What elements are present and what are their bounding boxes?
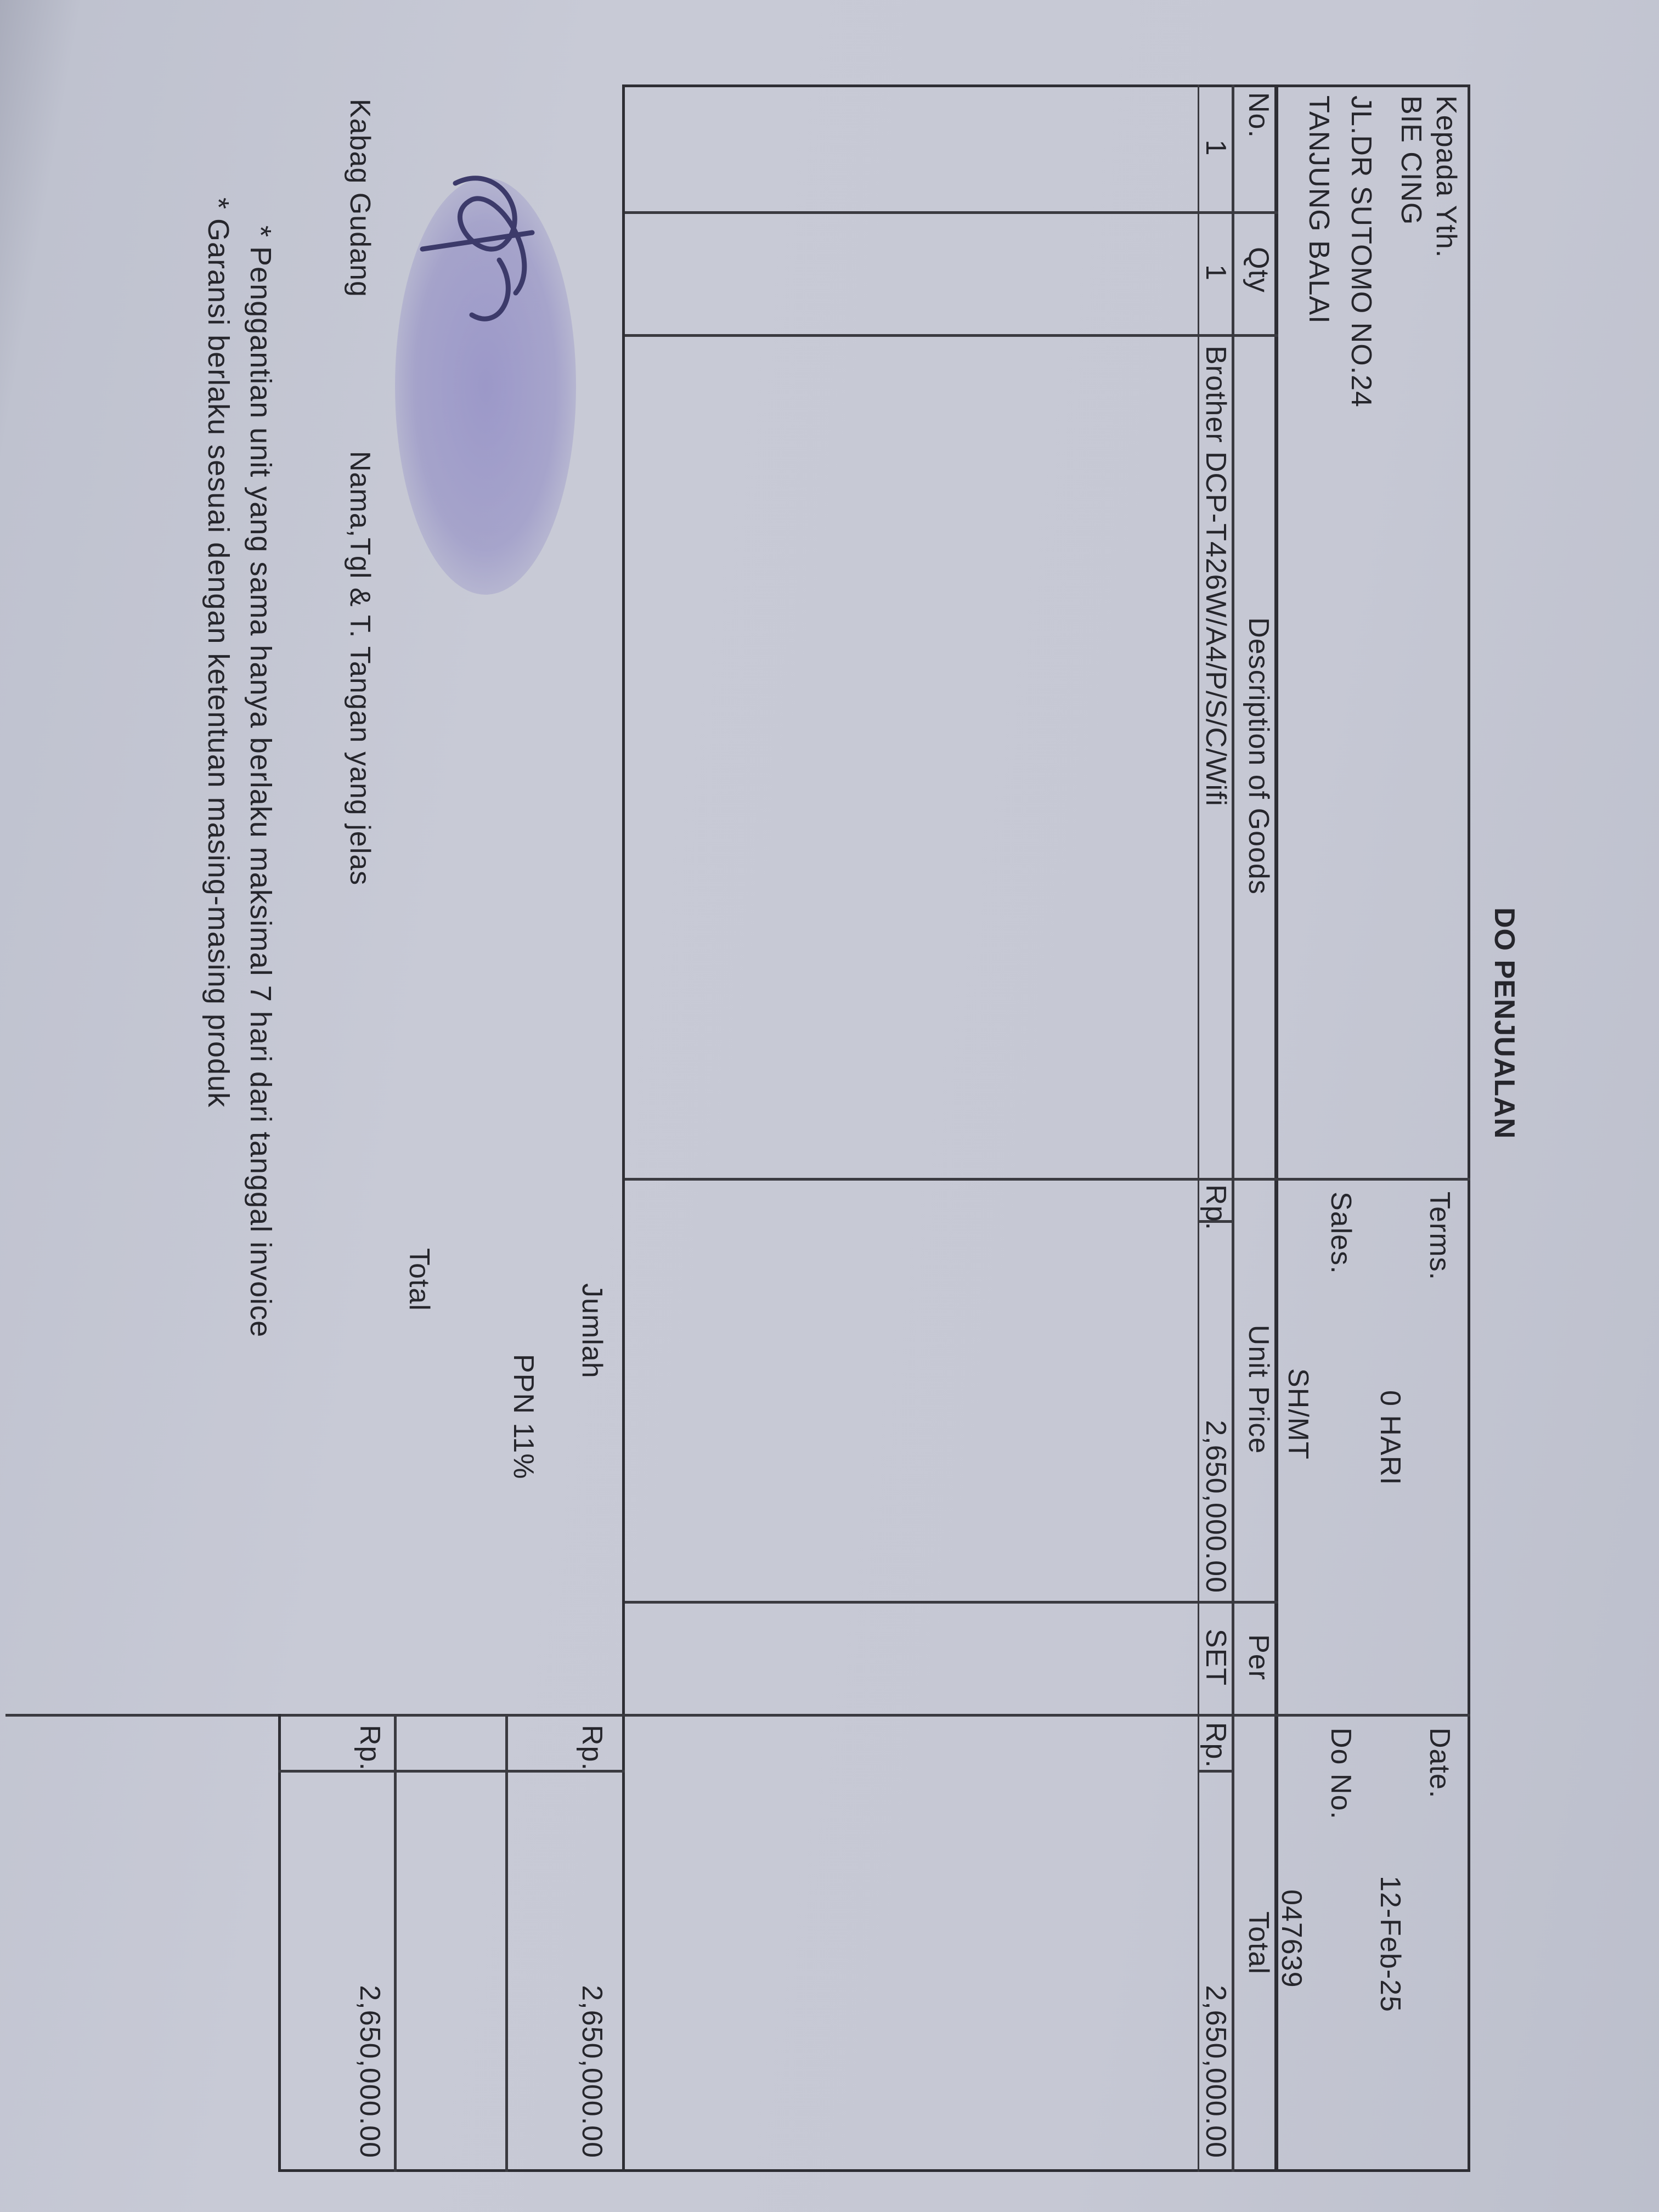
recipient-address: JL.DR SUTOMO NO.24	[1345, 95, 1377, 408]
recipient-city: TANJUNG BALAI	[1303, 95, 1335, 324]
recipient-label: Kepada Yth.	[1430, 95, 1462, 258]
do-number-value: 047639	[1276, 1889, 1307, 1988]
do-number-label: Do No.	[1325, 1728, 1357, 1820]
total-value: 2,650,000.00	[354, 1985, 386, 2158]
header-unit-price: Unit Price	[1243, 1324, 1274, 1454]
row-total-currency: Rp.	[1200, 1722, 1232, 1768]
signature-instruction: Nama,Tgl & T. Tangan yang jelas	[344, 451, 376, 886]
table-right-border	[280, 2169, 1470, 2172]
date-value: 12-Feb-25	[1374, 1876, 1406, 2012]
document-title: DO PENJUALAN	[1488, 907, 1520, 1139]
subtotal-value: 2,650,000.00	[576, 1985, 608, 2158]
table-left-border	[625, 84, 1470, 87]
recipient-name: BIE CING	[1395, 95, 1427, 225]
column-divider-no	[625, 211, 1278, 214]
header-total: Total	[1243, 1911, 1274, 1974]
table-top-border	[1274, 84, 1278, 2172]
note-replacement: * Penggantian unit yang sama hanya berla…	[244, 225, 277, 1338]
column-divider-total-currency	[1198, 1770, 1234, 1773]
table-bottom-border	[622, 84, 625, 2172]
row-unit-price-currency: Rp.	[1200, 1184, 1232, 1231]
header-row-bottom-border	[1232, 84, 1234, 2172]
row-unit-price: 2,650,000.00	[1200, 1420, 1232, 1593]
row-no: 1	[1200, 139, 1232, 156]
header-qty: Qty	[1243, 247, 1274, 293]
tax-label: PPN 11%	[507, 1354, 539, 1480]
column-divider-qty	[625, 334, 1278, 337]
row-total: 2,650,000.00	[1200, 1985, 1232, 2158]
terms-value: 0 HARI	[1374, 1390, 1406, 1486]
row-description: Brother DCP-T426W/A4/P/S/C/Wifi	[1200, 346, 1232, 807]
delivery-order-document: DO PENJUALAN Kepada Yth. BIE CING JL.DR …	[5, 84, 1531, 2180]
note-warranty: * Garansi berlaku sesuai dengan ketentua…	[202, 198, 235, 1108]
total-label: Total	[403, 1248, 435, 1311]
date-label: Date.	[1424, 1728, 1455, 1799]
header-per: Per	[1243, 1634, 1274, 1680]
column-divider-description	[625, 1178, 1278, 1181]
sales-label: Sales.	[1325, 1192, 1357, 1274]
subtotal-label: Jumlah	[576, 1283, 608, 1379]
sales-value: SH/MT	[1282, 1368, 1314, 1460]
summary-divider-1	[505, 1714, 508, 2172]
header-divider-terms	[1278, 1178, 1470, 1181]
subtotal-currency: Rp.	[576, 1725, 608, 1771]
column-divider-per	[5, 1714, 1278, 1717]
summary-currency-divider	[278, 1770, 625, 1773]
summary-bottom-border	[278, 1714, 281, 2172]
header-divider-date	[1278, 1714, 1470, 1717]
handwritten-signature	[420, 176, 535, 321]
summary-divider-2	[394, 1714, 397, 2172]
signature-role: Kabag Gudang	[344, 99, 376, 297]
item-row-bottom-border	[1198, 84, 1199, 2172]
header-description: Description of Goods	[1243, 617, 1274, 895]
row-qty: 1	[1200, 264, 1232, 281]
terms-label: Terms.	[1424, 1192, 1455, 1280]
header-box-top-border	[1468, 84, 1470, 2172]
header-no: No.	[1243, 92, 1274, 138]
total-currency: Rp.	[354, 1725, 386, 1771]
column-divider-unit-price	[625, 1601, 1278, 1604]
row-per: SET	[1200, 1628, 1232, 1686]
